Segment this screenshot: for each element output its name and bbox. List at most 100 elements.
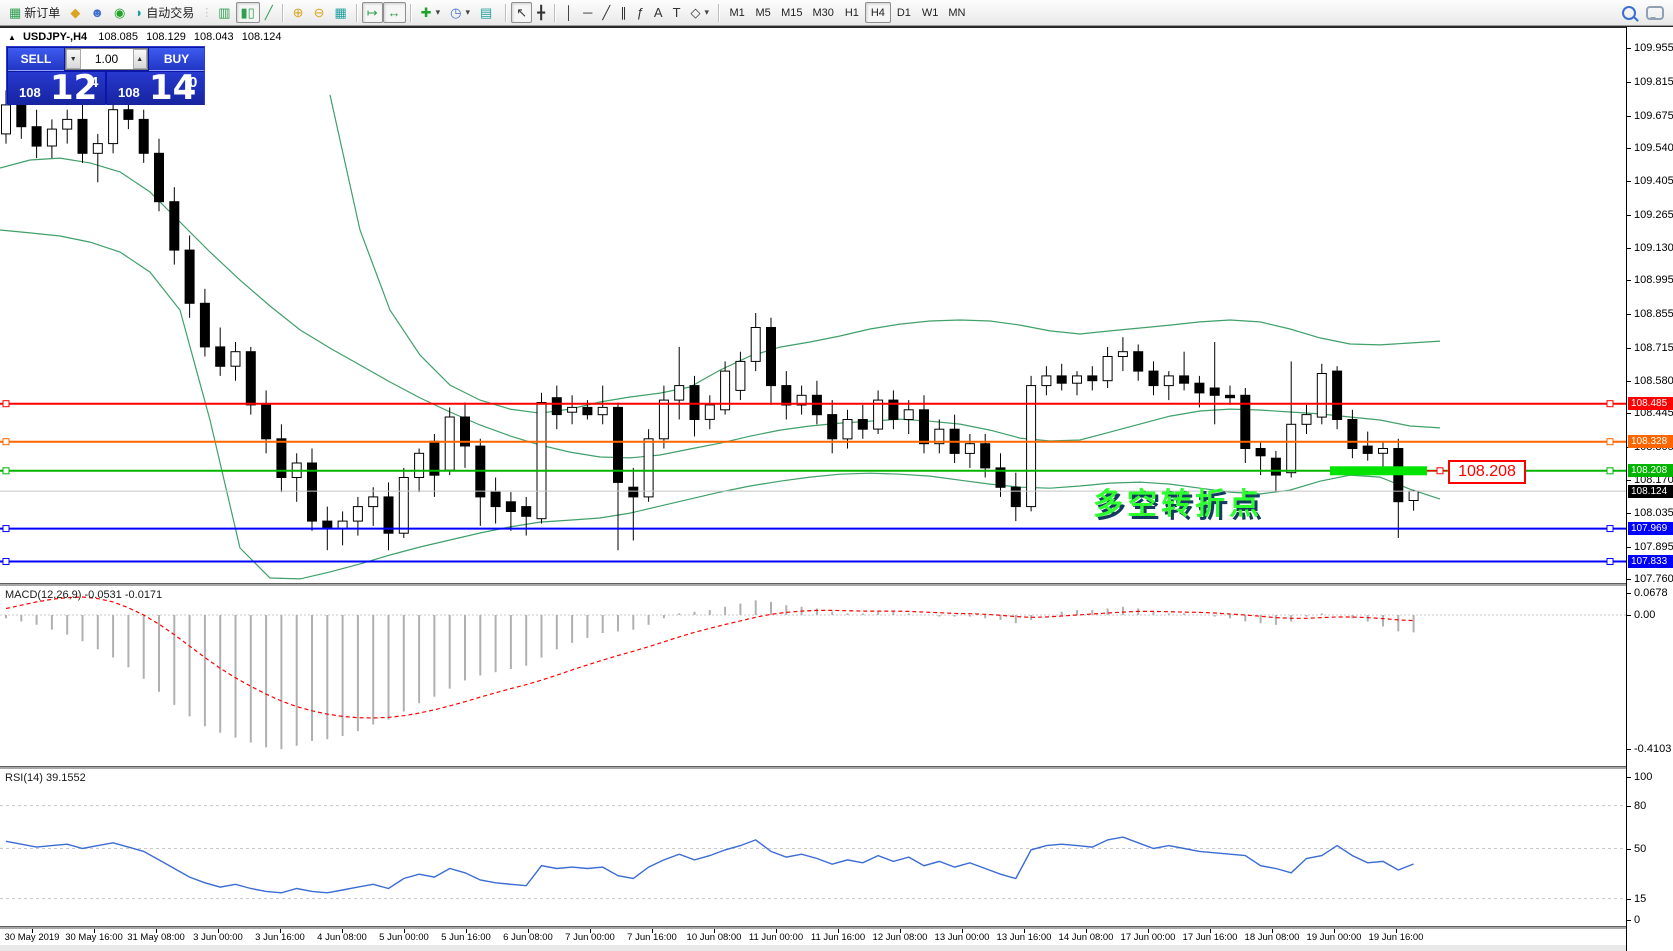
- zoom-out-button[interactable]: ⊖: [309, 2, 330, 23]
- fibonacci-button[interactable]: ƒ: [632, 2, 649, 23]
- chevron-down-icon: ▾: [435, 7, 441, 17]
- candle-body: [398, 477, 409, 534]
- volume-down-button[interactable]: ▼: [66, 49, 81, 69]
- volume-up-button[interactable]: ▲: [132, 49, 147, 69]
- tile-windows-button[interactable]: ▦: [329, 2, 351, 23]
- community-button[interactable]: ☻: [85, 2, 109, 23]
- crosshair-button[interactable]: ╋: [532, 2, 550, 23]
- line-handle[interactable]: [1606, 438, 1614, 446]
- timeframe-m5[interactable]: M5: [750, 2, 776, 23]
- timeframe-mn[interactable]: MN: [943, 2, 970, 23]
- bottom-strip: [0, 945, 1673, 951]
- timeframe-m1[interactable]: M1: [724, 2, 750, 23]
- candle-body: [567, 406, 578, 413]
- new-order-button[interactable]: ▦ 新订单: [4, 2, 65, 23]
- candle-body: [1026, 385, 1037, 508]
- zoom-in-icon: ⊕: [292, 5, 304, 20]
- buy-price-sup: 0: [189, 74, 198, 91]
- collapse-panel-icon[interactable]: ▲: [8, 33, 16, 42]
- periods-icon: ◷: [450, 5, 462, 20]
- price-tick: [1627, 547, 1631, 548]
- line-handle[interactable]: [2, 438, 10, 446]
- new-order-icon: ▦: [9, 5, 22, 20]
- line-handle[interactable]: [2, 467, 10, 475]
- line-handle[interactable]: [1606, 467, 1614, 475]
- timeframe-h4[interactable]: H4: [864, 2, 891, 23]
- trendline-button[interactable]: ╱: [597, 2, 615, 23]
- arrows-dropdown[interactable]: ◇ ▾: [686, 2, 715, 23]
- rsi-panel-canvas[interactable]: [0, 769, 1626, 926]
- bar-chart-button[interactable]: ▥: [213, 2, 235, 23]
- line-handle[interactable]: [2, 558, 10, 565]
- candle-body: [414, 452, 425, 478]
- volume-input[interactable]: [80, 49, 133, 69]
- panel-separator[interactable]: [0, 583, 1673, 586]
- timeframe-m30[interactable]: M30: [807, 2, 838, 23]
- templates-dropdown[interactable]: ▤: [475, 2, 501, 23]
- panel-separator[interactable]: [0, 766, 1673, 769]
- buy-price-tile[interactable]: 108 14 0: [107, 68, 204, 108]
- price-axis[interactable]: 109.955 109.815 109.675 109.540 109.405 109.2…: [1626, 27, 1673, 951]
- highlight-bar[interactable]: [1330, 466, 1427, 476]
- label-button[interactable]: T: [668, 2, 686, 23]
- candle-body: [215, 346, 226, 367]
- line-handle[interactable]: [1606, 400, 1614, 408]
- candle-body: [658, 399, 669, 440]
- text-button[interactable]: A: [649, 2, 668, 23]
- timeframe-h1[interactable]: H1: [839, 2, 865, 23]
- timeframe-m15[interactable]: M15: [776, 2, 807, 23]
- macd-tick-label: 0.0678: [1634, 587, 1668, 599]
- candle-body: [903, 409, 914, 420]
- candle-body: [1225, 394, 1235, 399]
- ohlc-close: 108.124: [241, 31, 282, 43]
- sell-price-tile[interactable]: 108 12 4: [8, 68, 105, 108]
- price-tick: [1627, 579, 1631, 580]
- line-handle[interactable]: [2, 400, 10, 408]
- time-tick: [280, 929, 281, 933]
- chat-button[interactable]: [1641, 2, 1669, 23]
- horizontal-line-button[interactable]: ─: [578, 2, 597, 23]
- channel-icon: ∥: [620, 5, 627, 20]
- timeframe-d1[interactable]: D1: [891, 2, 917, 23]
- cursor-button[interactable]: ↖: [511, 2, 533, 23]
- rsi-tick-label: 100: [1634, 771, 1653, 783]
- signals-button[interactable]: ◉: [109, 2, 130, 23]
- line-handle[interactable]: [1606, 525, 1614, 533]
- chart-shift-button[interactable]: ↔: [382, 2, 406, 23]
- candle-body: [1240, 394, 1251, 449]
- channel-button[interactable]: ∥: [615, 2, 632, 23]
- time-tick: [342, 929, 343, 933]
- zoom-in-button[interactable]: ⊕: [288, 2, 309, 23]
- metaeditor-button[interactable]: ◆: [65, 2, 85, 23]
- price-tick-label: 109.675: [1634, 110, 1673, 122]
- rsi-tick: [1627, 899, 1631, 900]
- auto-scroll-button[interactable]: ↦: [361, 2, 383, 23]
- callout-handle[interactable]: [1436, 467, 1444, 475]
- search-button[interactable]: [1617, 2, 1641, 23]
- main-chart-canvas[interactable]: [0, 27, 1626, 583]
- price-tick-label: 108.170: [1634, 474, 1673, 486]
- candle-body: [1286, 423, 1297, 474]
- candle-body: [1117, 351, 1128, 358]
- rsi-tick: [1627, 806, 1631, 807]
- time-axis[interactable]: 30 May 2019 30 May 16:00 31 May 08:00 3 Jun…: [0, 929, 1626, 945]
- candle-body: [919, 409, 929, 445]
- sell-button[interactable]: SELL: [8, 48, 64, 71]
- line-handle[interactable]: [2, 525, 10, 533]
- vertical-line-button[interactable]: │: [560, 2, 578, 23]
- candle-body: [551, 397, 562, 416]
- timeframe-w1[interactable]: W1: [917, 2, 944, 23]
- periods-dropdown[interactable]: ◷ ▾: [445, 2, 475, 23]
- autotrading-button[interactable]: ◗ 自动交易: [130, 2, 199, 23]
- chart-text-annotation: 多空转折点: [1093, 488, 1263, 521]
- buy-button[interactable]: BUY: [149, 48, 204, 71]
- candle-body: [674, 385, 685, 401]
- candle-body: [750, 327, 761, 362]
- indicators-dropdown[interactable]: ✚ ▾: [416, 2, 445, 23]
- candlestick-button[interactable]: ▮▯: [235, 2, 260, 23]
- line-chart-button[interactable]: ╱: [260, 2, 278, 23]
- buy-price-big: 14: [149, 68, 197, 108]
- macd-panel-canvas[interactable]: [0, 586, 1626, 766]
- candle-body: [536, 402, 547, 520]
- line-handle[interactable]: [1606, 558, 1614, 565]
